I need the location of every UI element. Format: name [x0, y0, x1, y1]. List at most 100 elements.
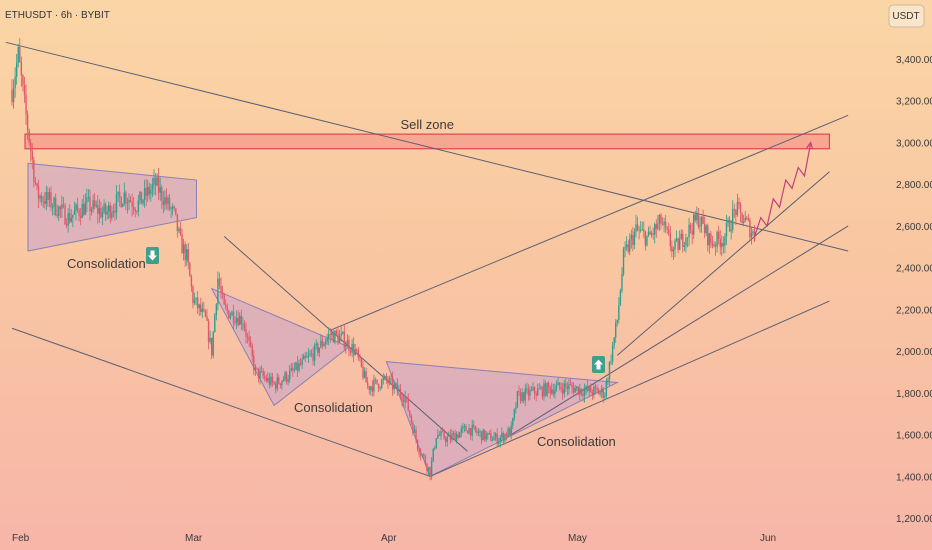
candle-body — [610, 361, 612, 363]
candle-body — [335, 330, 338, 335]
trendline[interactable] — [5, 41, 849, 252]
candle-body — [179, 228, 182, 235]
candle-body — [593, 386, 595, 396]
candle-body — [646, 235, 648, 246]
y-tick-label: 1,600.00 — [896, 431, 932, 442]
projection-path[interactable] — [753, 142, 812, 237]
candle-body — [376, 379, 378, 384]
candle-body — [215, 303, 218, 315]
candle-body — [242, 323, 244, 325]
trendline[interactable] — [330, 114, 849, 331]
candle-body — [260, 370, 263, 372]
candle-body — [178, 228, 180, 232]
candle-body — [405, 396, 408, 398]
candle-body — [254, 367, 257, 371]
candle-body — [271, 376, 274, 383]
candle-body — [583, 389, 586, 396]
candle-body — [217, 278, 219, 304]
candle-body — [443, 431, 445, 439]
candle-body — [454, 433, 456, 442]
candle-body — [83, 204, 85, 215]
candle-body — [429, 467, 431, 477]
trendline[interactable] — [616, 171, 830, 356]
candle-body — [111, 213, 113, 219]
candle-body — [290, 368, 292, 371]
consolidation-pattern[interactable] — [210, 287, 350, 407]
candle-body — [393, 384, 395, 390]
candle-body — [488, 432, 491, 434]
candle-body — [365, 371, 367, 383]
candle-body — [730, 229, 732, 232]
candle-body — [549, 386, 551, 394]
candle-body — [638, 229, 640, 231]
candle-body — [572, 387, 575, 393]
candle-body — [87, 196, 90, 198]
candle-body — [560, 387, 562, 390]
candle-body — [31, 151, 33, 160]
candle-body — [437, 435, 439, 439]
candle-body — [265, 377, 267, 381]
candle-body — [34, 181, 37, 184]
currency-badge[interactable]: USDT — [888, 4, 925, 28]
sell-zone-rect[interactable] — [24, 133, 831, 150]
candle-body — [320, 340, 322, 348]
candle-body — [418, 449, 420, 454]
candle-body — [264, 376, 266, 378]
candle-body — [733, 209, 735, 211]
candle-body — [668, 229, 670, 234]
candle-body — [732, 209, 734, 230]
candle-body — [508, 428, 511, 436]
candle-body — [711, 243, 714, 246]
candle-body — [165, 197, 168, 204]
candle-body — [485, 434, 487, 440]
candle-body — [207, 320, 210, 342]
trendline[interactable] — [429, 300, 830, 477]
candle-body — [541, 387, 544, 397]
candle-body — [569, 384, 572, 386]
candle-body — [28, 130, 30, 143]
candle-body — [340, 333, 342, 336]
candle-body — [26, 114, 29, 131]
x-tick-label: Mar — [185, 533, 203, 544]
y-tick-label: 2,600.00 — [896, 222, 932, 233]
candle-body — [660, 215, 662, 224]
candle-body — [143, 187, 146, 200]
candle-body — [591, 392, 594, 396]
candle-body — [11, 90, 13, 103]
candle-body — [142, 199, 144, 204]
candle-body — [218, 278, 221, 286]
candle-body — [510, 425, 512, 436]
candle-body — [44, 201, 46, 204]
candle-body — [253, 355, 255, 371]
candle-body — [666, 227, 668, 230]
candle-body — [480, 431, 483, 441]
candle-body — [147, 186, 149, 196]
candle-body — [600, 388, 603, 393]
candle-body — [644, 231, 647, 246]
candle-body — [25, 95, 27, 115]
candle-body — [232, 311, 235, 323]
candle-body — [388, 378, 391, 384]
x-tick-label: May — [568, 533, 587, 544]
candle-body — [630, 234, 633, 240]
candle-body — [597, 389, 600, 395]
candle-body — [627, 244, 629, 252]
candle-body — [725, 222, 728, 237]
candle-body — [368, 386, 370, 390]
candle-body — [538, 388, 540, 390]
candle-body — [663, 221, 665, 225]
candle-body — [131, 201, 133, 207]
trendline[interactable] — [11, 327, 431, 477]
candle-body — [402, 400, 405, 403]
candle-body — [625, 244, 628, 248]
candle-body — [657, 223, 659, 229]
candle-body — [588, 386, 590, 391]
trendline[interactable] — [510, 225, 849, 436]
candle-body — [237, 317, 239, 325]
candle-body — [312, 353, 314, 361]
candle-body — [678, 239, 681, 250]
candle-body — [292, 368, 294, 371]
candle-body — [558, 382, 561, 388]
candle-body — [490, 432, 492, 441]
candle-body — [356, 349, 358, 351]
